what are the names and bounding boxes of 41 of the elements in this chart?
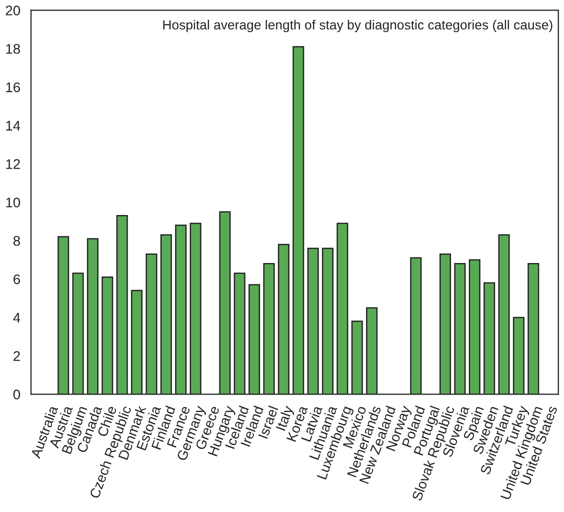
y-tick-label: 14: [6, 120, 20, 130]
y-tick-label: 10: [6, 198, 20, 208]
y-tick-label: 0: [13, 390, 20, 400]
bar: [498, 234, 510, 394]
bar: [454, 263, 466, 394]
bar: [292, 46, 304, 394]
y-tick-label: 20: [6, 6, 20, 16]
y-tick-label: 8: [13, 236, 20, 246]
y-tick-label: 16: [6, 82, 20, 92]
bar: [175, 224, 187, 394]
bar: [484, 282, 496, 394]
text: Hospital average length of stay by diagnostic categories (all cause): [163, 20, 552, 32]
bar: [116, 215, 128, 394]
bar: [219, 211, 231, 394]
bar: [248, 284, 260, 394]
bar: [146, 253, 158, 394]
bar: [102, 276, 114, 394]
bar: [86, 238, 98, 394]
bar: [322, 248, 334, 394]
bar: [160, 234, 172, 394]
y-tick-label: 2: [14, 351, 20, 361]
y-tick-label: 6: [14, 274, 20, 284]
bar: [351, 320, 363, 394]
bar: [72, 272, 84, 394]
bar: [263, 263, 275, 394]
bar: [512, 316, 524, 394]
y-tick-label: 12: [6, 159, 20, 169]
bar: [410, 257, 422, 394]
bar: [439, 253, 452, 394]
y-tick-label: 18: [6, 44, 20, 54]
bar: [468, 259, 480, 394]
bar: [278, 244, 290, 394]
bar: [366, 307, 378, 394]
bar: [336, 222, 348, 394]
bar: [307, 248, 319, 394]
bar: [528, 263, 540, 394]
y-tick-label: 4: [13, 312, 20, 322]
bar: [190, 222, 202, 394]
bar: [58, 236, 70, 394]
bar: [234, 272, 246, 394]
bar: [131, 290, 143, 394]
